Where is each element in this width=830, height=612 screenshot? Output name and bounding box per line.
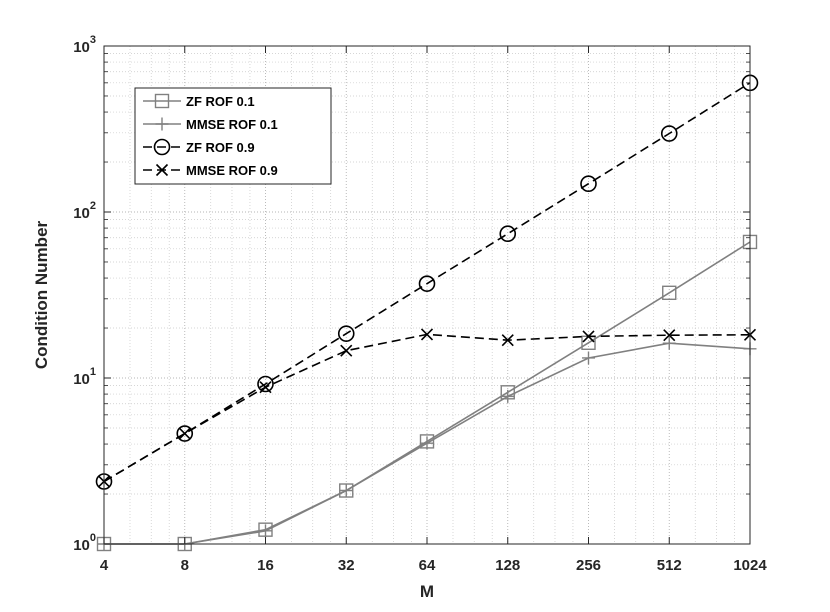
data-point	[178, 427, 191, 440]
legend-label: MMSE ROF 0.9	[186, 163, 278, 178]
y-tick-label: 100	[73, 532, 96, 554]
legend-item: MMSE ROF 0.9	[143, 163, 278, 178]
data-point	[339, 484, 353, 498]
x-tick-label: 8	[181, 557, 189, 574]
data-point	[340, 344, 353, 357]
y-tick-label: 101	[73, 366, 96, 388]
legend-item: ZF ROF 0.1	[143, 93, 255, 109]
data-point	[259, 524, 272, 538]
x-tick-label: 4	[100, 557, 109, 574]
legend-label: ZF ROF 0.1	[186, 94, 255, 109]
data-point	[155, 163, 169, 177]
data-point	[499, 225, 517, 243]
x-tick-label: 512	[657, 557, 682, 574]
legend-label: MMSE ROF 0.1	[186, 117, 278, 132]
legend: ZF ROF 0.1 MMSE ROF 0.1 ZF ROF 0.9 MMSE ROF…	[134, 87, 332, 185]
x-tick-labels: 4 8 16 32 64 128 256 512 1024	[100, 557, 768, 574]
data-point	[153, 138, 171, 156]
data-point	[154, 93, 170, 109]
legend-item: ZF ROF 0.9	[143, 138, 255, 156]
legend-box	[134, 87, 332, 185]
series-mmse-rof-0-9	[97, 328, 757, 488]
tick-marks	[103, 45, 751, 545]
x-tick-label: 32	[338, 557, 355, 574]
data-point	[155, 117, 169, 131]
data-point	[418, 275, 436, 292]
y-tick-label: 102	[73, 200, 96, 222]
data-point	[257, 375, 274, 393]
data-point	[662, 285, 677, 301]
data-point	[582, 330, 595, 343]
x-tick-label: 128	[495, 557, 520, 574]
y-tick-labels: 100 101 102 103	[73, 34, 96, 554]
series-line	[103, 82, 751, 483]
data-point	[582, 351, 595, 365]
data-point	[420, 328, 434, 341]
legend-item: MMSE ROF 0.1	[143, 117, 278, 132]
x-tick-label: 16	[257, 557, 274, 574]
data-point	[501, 334, 514, 347]
data-point	[337, 325, 355, 342]
x-tick-label: 64	[419, 557, 436, 574]
legend-label: ZF ROF 0.9	[186, 140, 255, 155]
x-axis-label: M	[420, 582, 434, 601]
data-point	[420, 436, 434, 450]
y-tick-label: 103	[73, 34, 96, 56]
y-axis-label: Condition Number	[32, 220, 51, 369]
minor-grid	[104, 46, 750, 544]
x-tick-label: 1024	[733, 557, 767, 574]
data-point	[501, 389, 515, 403]
data-point	[580, 175, 597, 193]
series-layer	[95, 74, 759, 552]
data-point	[176, 425, 194, 442]
data-point	[660, 125, 678, 142]
x-tick-label: 256	[576, 557, 601, 574]
data-point	[663, 329, 676, 342]
data-point	[259, 381, 272, 394]
data-point	[662, 336, 676, 350]
